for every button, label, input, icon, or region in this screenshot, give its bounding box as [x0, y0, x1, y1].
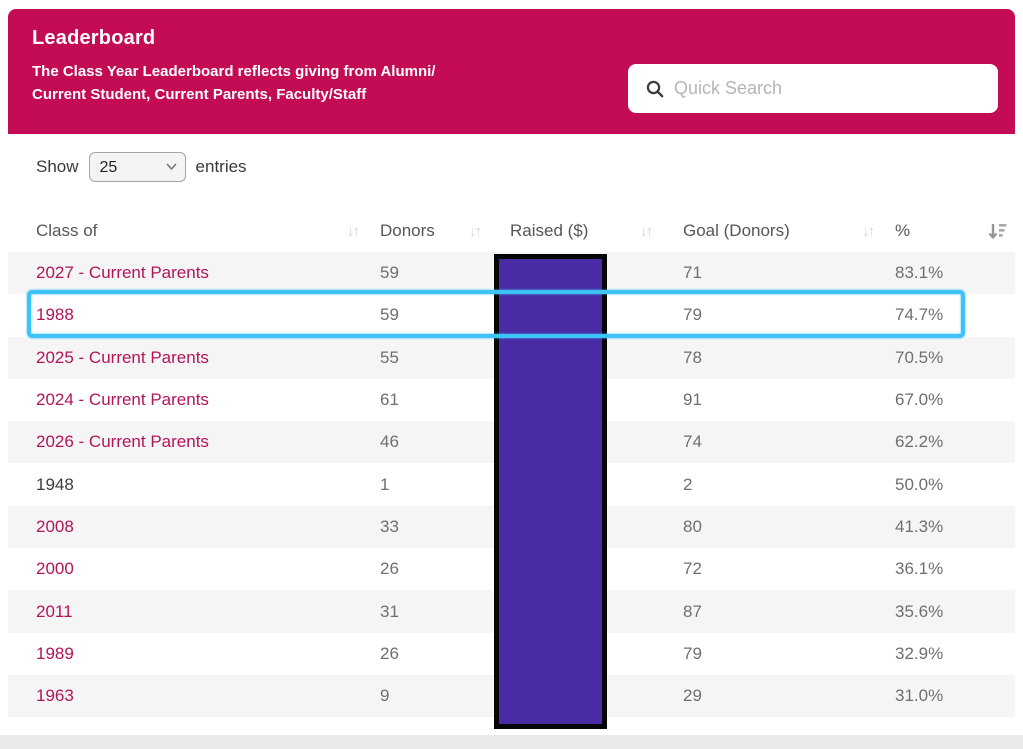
- class-of-cell: 2000: [36, 559, 380, 579]
- search-input[interactable]: [674, 78, 984, 99]
- goal-cell: 79: [683, 305, 702, 325]
- goal-cell: 71: [683, 263, 702, 283]
- class-of-link[interactable]: 1963: [36, 686, 74, 706]
- pct-cell: 32.9%: [895, 643, 944, 663]
- donors-cell: 26: [380, 643, 399, 663]
- table-row: 1948 1 2 50.0%: [8, 463, 1015, 505]
- goal-cell: 87: [683, 601, 702, 621]
- table-row: 1989 26 79 32.9%: [8, 633, 1015, 675]
- class-of-link[interactable]: 1989: [36, 643, 74, 663]
- description-line-2: Current Student, Current Parents, Facult…: [32, 86, 367, 103]
- class-of-cell: 2026 - Current Parents: [36, 432, 380, 452]
- donors-cell: 1: [380, 474, 390, 494]
- sort-icon[interactable]: ↓↑: [469, 222, 482, 240]
- column-label: %: [895, 221, 911, 240]
- class-of-link[interactable]: 2026 - Current Parents: [36, 432, 209, 452]
- leaderboard-description: The Class Year Leaderboard reflects givi…: [32, 60, 991, 106]
- highlight-annotation: [27, 290, 965, 338]
- pct-cell: 50.0%: [895, 474, 944, 494]
- donors-cell: 33: [380, 516, 399, 536]
- class-of-cell: 2024 - Current Parents: [36, 390, 380, 410]
- goal-cell: 80: [683, 516, 702, 536]
- class-of-cell: 1989: [36, 644, 380, 664]
- class-of-link: 1948: [36, 474, 74, 494]
- donors-cell: 9: [380, 686, 390, 706]
- column-header-percent[interactable]: %: [895, 221, 1015, 241]
- class-of-link[interactable]: 2027 - Current Parents: [36, 263, 209, 283]
- sort-icon[interactable]: ↓↑: [862, 222, 875, 240]
- donors-cell: 26: [380, 559, 399, 579]
- quick-search-box[interactable]: [628, 64, 998, 113]
- table-row: 2024 - Current Parents 61 91 67.0%: [8, 379, 1015, 421]
- leaderboard-card: Leaderboard The Class Year Leaderboard r…: [8, 9, 1015, 735]
- donors-cell: 31: [380, 601, 399, 621]
- table-row: 2000 26 72 36.1%: [8, 548, 1015, 590]
- class-of-cell: 1963: [36, 686, 380, 706]
- class-of-link[interactable]: 2025 - Current Parents: [36, 347, 209, 367]
- class-of-link[interactable]: 1988: [36, 305, 74, 325]
- leaderboard-header: Leaderboard The Class Year Leaderboard r…: [8, 9, 1015, 134]
- page-title: Leaderboard: [32, 27, 156, 49]
- goal-cell: 74: [683, 432, 702, 452]
- class-of-cell: 2008: [36, 517, 380, 537]
- search-icon: [646, 80, 664, 97]
- sort-icon[interactable]: ↓↑: [347, 222, 360, 240]
- donors-cell: 59: [380, 305, 399, 325]
- entries-label: entries: [195, 157, 247, 176]
- donors-cell: 55: [380, 347, 399, 367]
- entries-select[interactable]: 25: [88, 152, 186, 182]
- pct-cell: 35.6%: [895, 601, 944, 621]
- table-header: Class of ↓↑ Donors ↓↑ Raised ($) ↓↑ Goal…: [8, 210, 1015, 252]
- redaction-overlay: [494, 254, 607, 729]
- sort-descending-active-icon[interactable]: [988, 222, 1007, 241]
- page-background-strip: [0, 735, 1023, 749]
- donors-cell: 46: [380, 432, 399, 452]
- goal-cell: 72: [683, 559, 702, 579]
- table-row: 1988 59 79 74.7%: [8, 294, 1015, 336]
- class-of-cell: 2011: [36, 602, 380, 622]
- pct-cell: 31.0%: [895, 686, 944, 706]
- column-label: Goal (Donors): [683, 221, 790, 240]
- goal-cell: 2: [683, 474, 693, 494]
- pct-cell: 41.3%: [895, 516, 944, 536]
- class-of-link[interactable]: 2000: [36, 559, 74, 579]
- class-of-cell: 1948: [36, 475, 380, 495]
- sort-icon[interactable]: ↓↑: [640, 222, 653, 240]
- goal-cell: 79: [683, 643, 702, 663]
- show-label: Show: [36, 157, 79, 176]
- pct-cell: 70.5%: [895, 347, 944, 367]
- pct-cell: 67.0%: [895, 390, 944, 410]
- class-of-cell: 2027 - Current Parents: [36, 263, 380, 283]
- column-label: Class of: [36, 221, 98, 240]
- class-of-link[interactable]: 2024 - Current Parents: [36, 390, 209, 410]
- column-header-goal[interactable]: Goal (Donors) ↓↑: [683, 221, 895, 241]
- column-label: Donors: [380, 221, 435, 240]
- class-of-cell: 2025 - Current Parents: [36, 348, 380, 368]
- pct-cell: 62.2%: [895, 432, 944, 452]
- pct-cell: 83.1%: [895, 263, 944, 283]
- class-of-link[interactable]: 2011: [36, 601, 73, 621]
- entries-select-wrap: 25: [88, 152, 186, 182]
- column-header-donors[interactable]: Donors ↓↑: [380, 221, 510, 241]
- class-of-link[interactable]: 2008: [36, 516, 74, 536]
- class-of-cell: 1988: [36, 305, 380, 325]
- pct-cell: 36.1%: [895, 559, 944, 579]
- column-label: Raised ($): [510, 221, 589, 240]
- entries-controls: Show 25 entries: [36, 152, 1015, 182]
- pct-cell: 74.7%: [895, 305, 944, 325]
- column-header-class-of[interactable]: Class of ↓↑: [36, 221, 380, 241]
- donors-cell: 61: [380, 390, 399, 410]
- donors-cell: 59: [380, 263, 399, 283]
- goal-cell: 29: [683, 686, 702, 706]
- column-header-raised[interactable]: Raised ($) ↓↑: [510, 221, 683, 241]
- goal-cell: 78: [683, 347, 702, 367]
- goal-cell: 91: [683, 390, 702, 410]
- description-line-1: The Class Year Leaderboard reflects givi…: [32, 63, 436, 80]
